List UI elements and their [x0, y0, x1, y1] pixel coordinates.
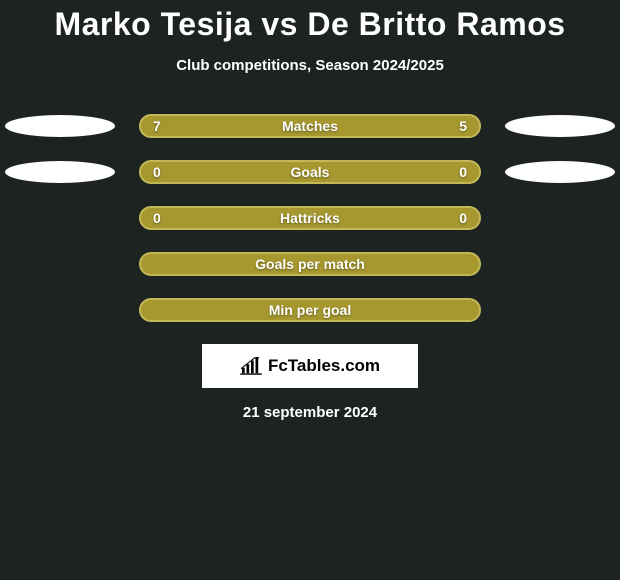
stat-label: Matches [282, 118, 338, 134]
stat-row: Min per goal [0, 298, 620, 322]
stat-label: Goals per match [255, 256, 365, 272]
logo-text: FcTables.com [268, 356, 380, 376]
logo-box[interactable]: FcTables.com [202, 344, 418, 388]
stat-value-right: 0 [459, 164, 467, 180]
stat-row: 0 Goals 0 [0, 160, 620, 184]
team-badge-right [505, 161, 615, 183]
stat-bar: 0 Goals 0 [139, 160, 481, 184]
stat-value-right: 0 [459, 210, 467, 226]
date: 21 september 2024 [0, 404, 620, 421]
stat-label: Goals [291, 164, 330, 180]
page-title: Marko Tesija vs De Britto Ramos [0, 6, 620, 43]
stat-label: Hattricks [280, 210, 340, 226]
stat-row: 7 Matches 5 [0, 114, 620, 138]
stat-value-left: 0 [153, 164, 161, 180]
team-badge-right [505, 115, 615, 137]
stat-bar: 7 Matches 5 [139, 114, 481, 138]
team-badge-left [5, 161, 115, 183]
stat-bar: Min per goal [139, 298, 481, 322]
bar-chart-icon [240, 357, 262, 375]
stat-row: 0 Hattricks 0 [0, 206, 620, 230]
logo: FcTables.com [240, 356, 380, 376]
team-badge-left [5, 115, 115, 137]
stat-label: Min per goal [269, 302, 351, 318]
stat-bar: Goals per match [139, 252, 481, 276]
stat-value-left: 7 [153, 118, 161, 134]
stat-bar: 0 Hattricks 0 [139, 206, 481, 230]
stat-row: Goals per match [0, 252, 620, 276]
stat-value-right: 5 [459, 118, 467, 134]
stat-value-left: 0 [153, 210, 161, 226]
subtitle: Club competitions, Season 2024/2025 [0, 57, 620, 74]
